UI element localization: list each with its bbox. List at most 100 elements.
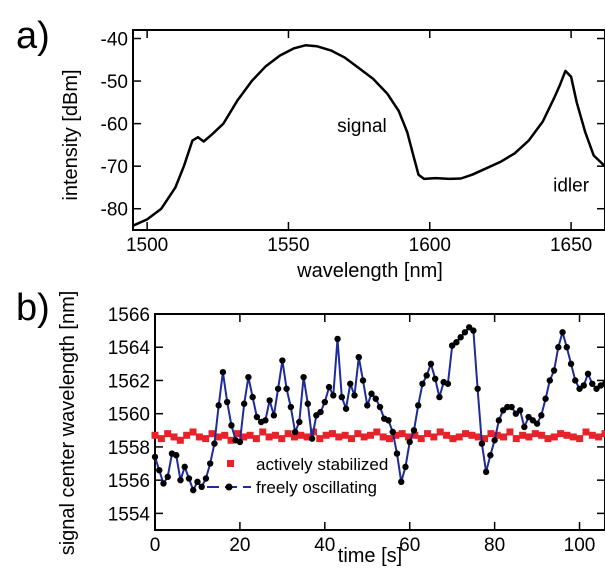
panel-a-y-tick-label: -70 <box>101 157 128 178</box>
actively-stabilized-point <box>189 428 197 436</box>
freely-oscillating-point <box>253 413 261 421</box>
panel-b-y-tick-label: 1560 <box>108 405 150 426</box>
actively-stabilized-point <box>582 428 590 436</box>
actively-stabilized-point <box>474 433 482 441</box>
legend-marker-freely-oscillating <box>225 483 233 491</box>
actively-stabilized-point <box>303 433 311 441</box>
freely-oscillating-point <box>482 468 490 476</box>
freely-oscillating-point <box>296 418 303 426</box>
annotation-idler: idler <box>553 176 590 197</box>
actively-stabilized-point <box>227 436 235 444</box>
panel-a-x-tick-label: 1600 <box>409 235 451 256</box>
actively-stabilized-point <box>290 433 298 441</box>
freely-oscillating-point <box>516 407 524 414</box>
freely-oscillating-point <box>300 373 307 381</box>
freely-oscillating-point <box>206 460 214 467</box>
actively-stabilized-point <box>271 431 279 439</box>
actively-stabilized-point <box>417 435 425 443</box>
freely-oscillating-point <box>215 402 222 409</box>
legend-label-actively-stabilized: actively stabilized <box>256 455 388 474</box>
freely-oscillating-point <box>474 385 481 392</box>
freely-oscillating-point <box>211 440 218 447</box>
spectrum-line <box>132 44 605 227</box>
annotation-signal: signal <box>337 116 387 137</box>
freely-oscillating-point <box>351 392 358 399</box>
actively-stabilized-point <box>278 435 286 443</box>
actively-stabilized-point <box>449 435 457 443</box>
actively-stabilized-point <box>347 435 355 443</box>
panel-b-y-tick-label: 1564 <box>108 338 151 359</box>
panel-a-x-tick-label: 1500 <box>126 235 168 256</box>
freely-oscillating-point <box>185 475 193 482</box>
actively-stabilized-point <box>328 430 336 438</box>
actively-stabilized-point <box>221 431 229 439</box>
freely-oscillating-point <box>372 395 379 402</box>
freely-oscillating-point <box>410 427 418 434</box>
freely-oscillating-point <box>402 463 409 471</box>
actively-stabilized-point <box>233 430 241 438</box>
freely-oscillating-point <box>304 400 312 407</box>
actively-stabilized-point <box>443 431 451 439</box>
freely-oscillating-point <box>308 435 316 442</box>
freely-oscillating-point <box>262 417 269 424</box>
freely-oscillating-point <box>164 473 171 481</box>
freely-oscillating-point <box>279 357 286 364</box>
panel-b-y-tick-label: 1562 <box>108 371 150 392</box>
freely-oscillating-point <box>291 428 299 436</box>
freely-oscillating-point <box>160 480 167 487</box>
actively-stabilized-point <box>151 431 159 439</box>
actively-stabilized-point <box>322 431 330 439</box>
actively-stabilized-point <box>214 433 222 441</box>
panel-a-chart: 1500 1550 1600 1650 -40 -50 -60 -70 -80 signal i… <box>60 29 605 282</box>
panel-a-x-tick-label: 1650 <box>550 235 592 256</box>
actively-stabilized-point <box>481 435 489 443</box>
freely-oscillating-point <box>521 423 528 431</box>
actively-stabilized-point <box>557 430 565 438</box>
actively-stabilized-point <box>544 435 552 443</box>
actively-stabilized-point <box>462 430 470 438</box>
legend: actively stabilized freely oscillating <box>207 455 388 497</box>
actively-stabilized-point <box>455 433 463 441</box>
freely-oscillating-point <box>389 428 396 436</box>
freely-oscillating-point <box>398 478 405 486</box>
actively-stabilized-point <box>430 433 438 441</box>
actively-stabilized-point <box>252 435 260 443</box>
freely-oscillating-point <box>444 380 452 387</box>
actively-stabilized-point <box>525 433 533 441</box>
freely-oscillating-point <box>487 452 494 459</box>
freely-oscillating-point <box>589 380 596 387</box>
freely-oscillating-point <box>334 335 341 343</box>
actively-stabilized-point <box>531 430 539 438</box>
actively-stabilized-point <box>183 431 191 439</box>
freely-oscillating-point <box>478 440 486 447</box>
freely-oscillating-point <box>287 403 295 411</box>
freely-oscillating-point <box>567 360 575 368</box>
freely-oscillating-point <box>538 412 545 419</box>
panel-b-x-tick-label: 100 <box>564 535 596 556</box>
panel-a-y-tick-label: -50 <box>101 72 128 93</box>
series-freely-oscillating-points <box>151 324 605 494</box>
freely-oscillating-point <box>393 450 401 457</box>
actively-stabilized-point <box>360 433 368 441</box>
freely-oscillating-point <box>194 478 201 486</box>
freely-oscillating-point <box>219 368 227 376</box>
freely-oscillating-point <box>321 398 329 406</box>
freely-oscillating-point <box>406 438 413 446</box>
actively-stabilized-point <box>164 430 172 438</box>
freely-oscillating-point <box>245 373 252 381</box>
freely-oscillating-point <box>347 380 354 387</box>
freely-oscillating-point <box>584 370 592 378</box>
freely-oscillating-point <box>491 437 498 444</box>
freely-oscillating-point <box>274 385 282 392</box>
panel-b-chart: 0 20 40 60 80 100 1554 1556 1558 1560 1562 1564 1566… <box>57 291 605 567</box>
freely-oscillating-point <box>190 486 197 494</box>
actively-stabilized-point <box>424 430 432 438</box>
freely-oscillating-point <box>240 400 248 407</box>
actively-stabilized-point <box>170 433 178 441</box>
freely-oscillating-point <box>457 334 464 341</box>
y-axis-title: intensity [dBm] <box>60 69 82 200</box>
actively-stabilized-point <box>265 433 273 441</box>
freely-oscillating-point <box>423 372 430 379</box>
freely-oscillating-point <box>453 339 460 346</box>
actively-stabilized-point <box>392 431 400 439</box>
